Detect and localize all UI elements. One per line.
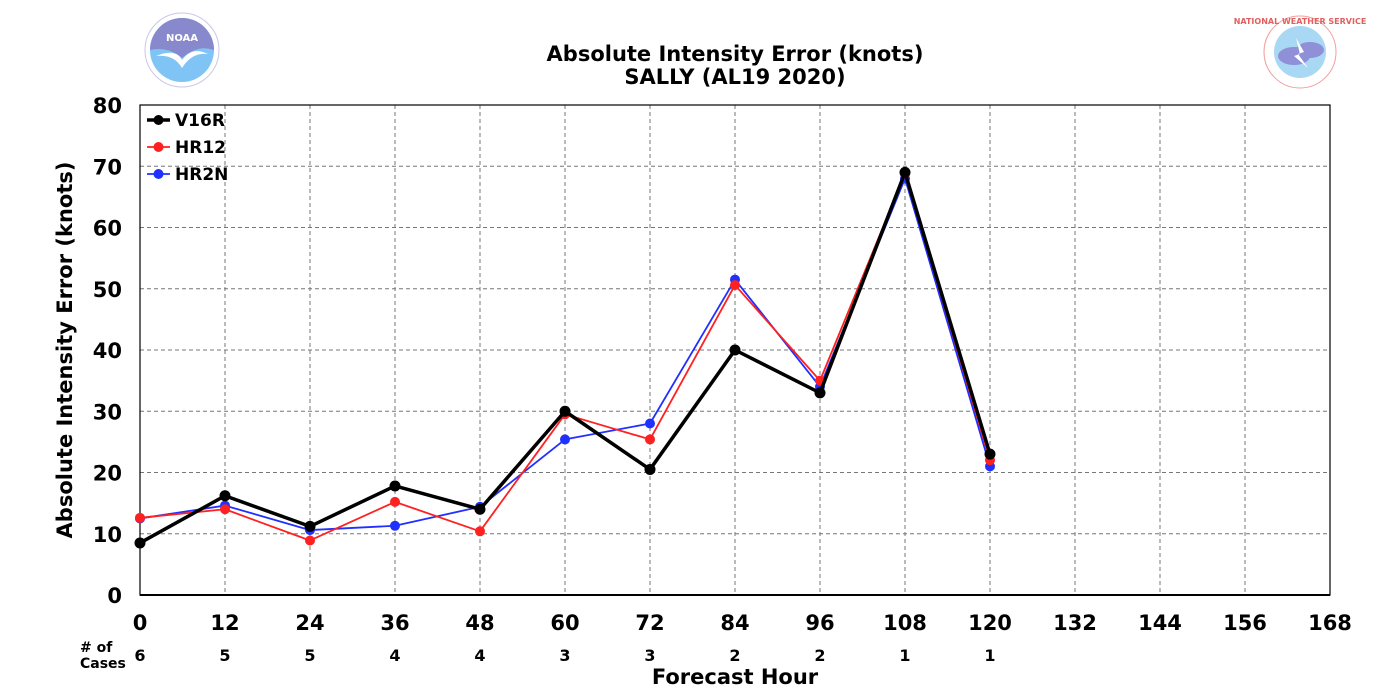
noaa-logo-icon: NOAA bbox=[144, 12, 220, 88]
cases-count: 5 bbox=[219, 646, 230, 665]
cases-label: # of Cases bbox=[80, 640, 126, 672]
data-point-hr12 bbox=[475, 526, 485, 537]
x-tick-label: 168 bbox=[1308, 611, 1352, 635]
data-point-v16r bbox=[899, 166, 911, 178]
data-point-hr12 bbox=[305, 535, 315, 546]
chart-subtitle: SALLY (AL19 2020) bbox=[624, 65, 845, 89]
y-axis-label: Absolute Intensity Error (knots) bbox=[53, 162, 77, 539]
x-tick-label: 108 bbox=[883, 611, 927, 635]
data-point-v16r bbox=[219, 490, 231, 502]
cases-count: 5 bbox=[304, 646, 315, 665]
nws-logo-icon: NATIONAL WEATHER SERVICE bbox=[1234, 15, 1367, 89]
data-point-v16r bbox=[134, 537, 146, 549]
y-tick-label: 10 bbox=[93, 523, 122, 547]
x-tick-label: 36 bbox=[380, 611, 409, 635]
cases-count: 3 bbox=[644, 646, 655, 665]
x-tick-label: 132 bbox=[1053, 611, 1097, 635]
legend: V16R HR12 HR2N bbox=[147, 111, 228, 185]
y-tick-label: 20 bbox=[93, 462, 122, 486]
x-tick-label: 156 bbox=[1223, 611, 1267, 635]
cases-count: 4 bbox=[389, 646, 400, 665]
data-point-hr2n bbox=[390, 520, 400, 531]
data-point-hr12 bbox=[730, 280, 740, 291]
x-tick-label: 96 bbox=[805, 611, 834, 635]
data-point-hr12 bbox=[390, 496, 400, 507]
series-group bbox=[134, 166, 996, 549]
data-point-hr12 bbox=[645, 434, 655, 445]
y-tick-label: 40 bbox=[93, 339, 122, 363]
cases-count: 3 bbox=[559, 646, 570, 665]
data-point-hr12 bbox=[135, 512, 145, 523]
data-point-v16r bbox=[559, 405, 571, 417]
legend-label-v16r: V16R bbox=[175, 111, 225, 131]
x-tick-label: 84 bbox=[720, 611, 749, 635]
data-point-hr2n bbox=[645, 418, 655, 429]
data-point-v16r bbox=[729, 344, 741, 356]
cases-count: 2 bbox=[814, 646, 825, 665]
cases-count: 2 bbox=[729, 646, 740, 665]
data-point-v16r bbox=[984, 448, 996, 460]
data-point-v16r bbox=[389, 480, 401, 492]
series-v16r bbox=[134, 166, 996, 549]
cases-count: 1 bbox=[899, 646, 910, 665]
legend-label-hr12: HR12 bbox=[175, 138, 226, 158]
y-tick-label: 50 bbox=[93, 278, 122, 302]
x-tick-labels: 0 12 24 36 48 60 72 84 96 108 120 132 144 156 168 bbox=[133, 611, 1352, 635]
y-tick-label: 60 bbox=[93, 217, 122, 241]
x-axis-label: Forecast Hour bbox=[652, 665, 819, 689]
noaa-logo-text: NOAA bbox=[166, 33, 198, 44]
cases-row: 6 5 5 4 4 3 3 2 2 1 1 bbox=[134, 646, 995, 665]
data-point-v16r bbox=[304, 520, 316, 532]
x-tick-label: 0 bbox=[133, 611, 148, 635]
data-point-hr2n bbox=[560, 434, 570, 445]
legend-marker-v16r bbox=[153, 115, 164, 125]
data-point-v16r bbox=[474, 503, 486, 515]
legend-marker-hr12 bbox=[153, 142, 164, 152]
cases-count: 1 bbox=[984, 646, 995, 665]
x-tick-label: 12 bbox=[210, 611, 239, 635]
y-tick-label: 30 bbox=[93, 400, 122, 424]
y-tick-label: 80 bbox=[93, 94, 122, 118]
x-tick-label: 120 bbox=[968, 611, 1012, 635]
x-tick-label: 48 bbox=[465, 611, 494, 635]
x-tick-label: 144 bbox=[1138, 611, 1182, 635]
legend-marker-hr2n bbox=[153, 169, 164, 179]
cases-count: 6 bbox=[134, 646, 145, 665]
data-point-hr12 bbox=[220, 504, 230, 515]
cases-count: 4 bbox=[474, 646, 485, 665]
x-tick-label: 72 bbox=[635, 611, 664, 635]
chart-title: Absolute Intensity Error (knots) bbox=[547, 42, 924, 66]
nws-logo-text: NATIONAL WEATHER SERVICE bbox=[1234, 17, 1367, 26]
y-tick-labels: 0 10 20 30 40 50 60 70 80 bbox=[93, 94, 122, 608]
x-tick-label: 60 bbox=[550, 611, 579, 635]
data-point-v16r bbox=[644, 463, 656, 475]
legend-label-hr2n: HR2N bbox=[175, 165, 228, 185]
data-point-v16r bbox=[814, 387, 826, 399]
x-tick-label: 24 bbox=[295, 611, 324, 635]
y-tick-label: 70 bbox=[93, 155, 122, 179]
y-tick-label: 0 bbox=[107, 584, 122, 608]
